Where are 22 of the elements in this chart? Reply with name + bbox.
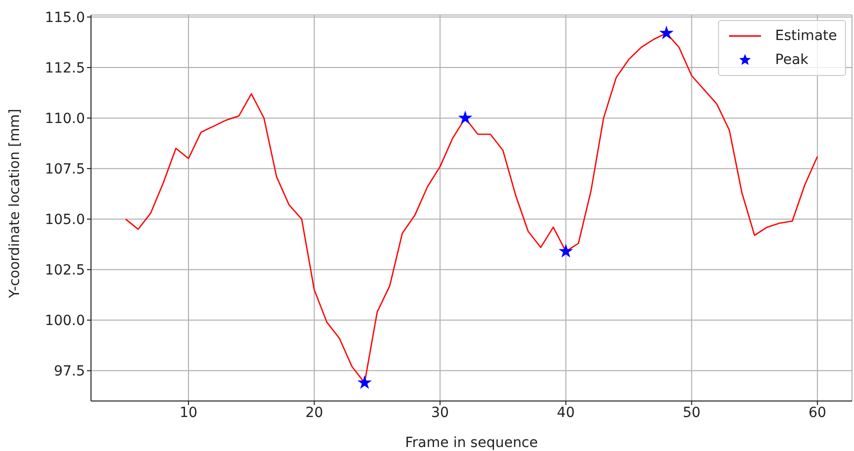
point <box>558 244 574 258</box>
y-tick-label: 97.5 <box>54 364 85 380</box>
x-tick-label: 40 <box>556 404 575 421</box>
y-tick-label: 112.5 <box>44 60 85 77</box>
y-tick-label: 110.0 <box>44 111 85 128</box>
point <box>357 375 372 389</box>
y-tick-label: 102.5 <box>44 262 85 279</box>
legend-label: Estimate <box>775 28 837 44</box>
y-axis-title: Y-coordinate location [mm] <box>6 108 23 299</box>
point <box>659 26 674 40</box>
x-tick-label: 60 <box>808 404 826 421</box>
point <box>458 110 472 124</box>
x-tick-label: 10 <box>180 404 198 421</box>
x-tick-label: 20 <box>305 404 324 421</box>
x-tick-label: 50 <box>682 404 701 421</box>
x-axis-title: Frame in sequence <box>405 435 538 451</box>
x-tick-label: 30 <box>431 404 449 421</box>
y-tick-label: 107.5 <box>44 162 85 178</box>
y-tick-label: 115.0 <box>44 10 85 26</box>
y-tick-label: 105.0 <box>44 212 85 228</box>
y-tick-label: 100.0 <box>44 313 85 330</box>
legend-label: Peak <box>775 52 808 68</box>
